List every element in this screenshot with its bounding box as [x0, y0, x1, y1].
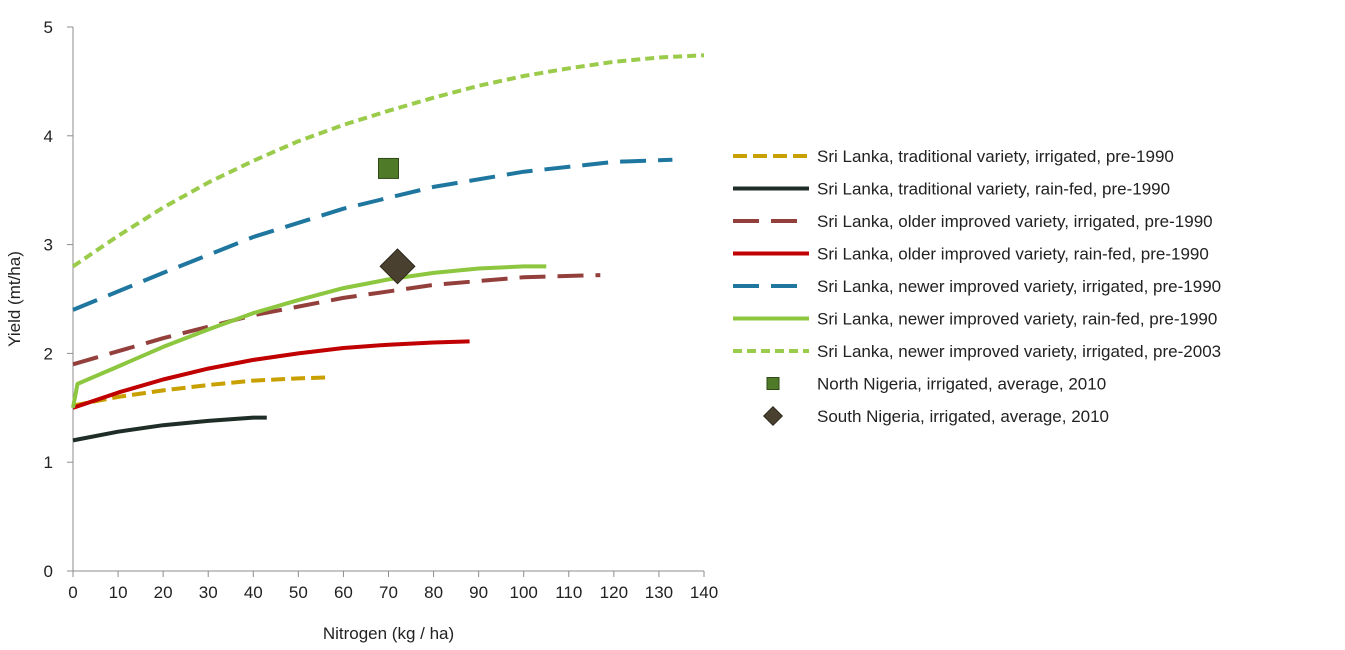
legend-item: South Nigeria, irrigated, average, 2010: [762, 405, 1109, 427]
x-tick-label: 10: [109, 583, 128, 602]
y-tick-label: 4: [44, 127, 53, 146]
legend-item: Sri Lanka, newer improved variety, irrig…: [733, 277, 1221, 296]
legend-label: Sri Lanka, older improved variety, rain-…: [817, 245, 1209, 264]
x-tick-label: 50: [289, 583, 308, 602]
x-tick-label: 30: [199, 583, 218, 602]
x-tick-label: 120: [600, 583, 628, 602]
x-tick-label: 0: [68, 583, 77, 602]
legend-item: Sri Lanka, traditional variety, irrigate…: [733, 147, 1174, 166]
x-tick-label: 70: [379, 583, 398, 602]
series-line-6: [71, 53, 705, 269]
legend-label: Sri Lanka, traditional variety, rain-fed…: [817, 180, 1170, 199]
legend-item: Sri Lanka, newer improved variety, irrig…: [733, 342, 1221, 361]
legend-label: Sri Lanka, newer improved variety, irrig…: [817, 342, 1221, 361]
legend-label: Sri Lanka, traditional variety, irrigate…: [817, 147, 1174, 166]
legend-label: South Nigeria, irrigated, average, 2010: [817, 407, 1109, 426]
legend-label: Sri Lanka, newer improved variety, rain-…: [817, 310, 1217, 329]
x-tick-label: 110: [555, 583, 582, 602]
y-axis-title: Yield (mt/ha): [5, 251, 24, 347]
x-tick-label: 100: [510, 583, 538, 602]
legend-item: North Nigeria, irrigated, average, 2010: [766, 375, 1106, 394]
axes: 0 10 20 30 40 50 60 70 80 90 100 110 120 130 140 0 1 2 3 4 5: [44, 18, 719, 602]
y-tick-label: 1: [44, 453, 53, 472]
x-axis-title: Nitrogen (kg / ha): [323, 624, 454, 643]
series-line-5: [71, 264, 547, 409]
y-tick-label: 5: [44, 18, 53, 37]
legend-label: Sri Lanka, newer improved variety, irrig…: [817, 277, 1221, 296]
x-tick-label: 90: [469, 583, 488, 602]
x-tick-label: 40: [244, 583, 263, 602]
legend-item: Sri Lanka, older improved variety, rain-…: [733, 245, 1209, 264]
plot-area: [71, 53, 705, 443]
y-tick-label: 2: [44, 344, 53, 363]
series-line-0: [72, 375, 330, 408]
x-tick-label: 140: [690, 583, 718, 602]
x-tick-label: 130: [645, 583, 673, 602]
series-line-4: [72, 157, 673, 312]
data-point-series-7: [378, 157, 399, 179]
series-line-2: [72, 273, 601, 367]
legend: Sri Lanka, traditional variety, irrigate…: [733, 147, 1221, 427]
legend-item: Sri Lanka, older improved variety, irrig…: [733, 212, 1213, 231]
x-tick-label: 60: [334, 583, 353, 602]
legend-label: North Nigeria, irrigated, average, 2010: [817, 375, 1106, 394]
legend-item: Sri Lanka, traditional variety, rain-fed…: [733, 180, 1170, 199]
series-line-1: [72, 415, 267, 443]
legend-marker: [766, 377, 780, 390]
legend-marker: [762, 405, 784, 427]
legend-label: Sri Lanka, older improved variety, irrig…: [817, 212, 1213, 231]
data-point-series-8: [379, 248, 416, 285]
y-tick-label: 0: [44, 562, 53, 581]
legend-item: Sri Lanka, newer improved variety, rain-…: [733, 310, 1217, 329]
x-tick-label: 20: [154, 583, 173, 602]
series-line-3: [72, 339, 470, 410]
y-tick-label: 3: [44, 236, 53, 255]
x-tick-label: 80: [424, 583, 443, 602]
